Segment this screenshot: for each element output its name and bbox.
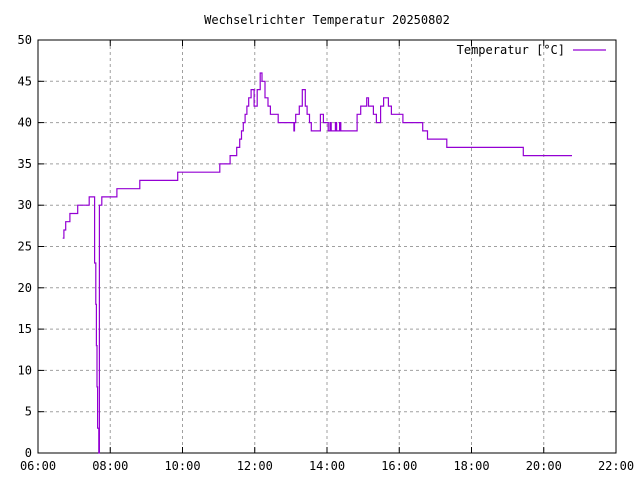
y-tick-label: 40 — [18, 116, 32, 130]
legend: Temperatur [°C] — [457, 43, 606, 57]
y-tick-label: 15 — [18, 322, 32, 336]
y-tick-label: 35 — [18, 157, 32, 171]
grid — [38, 40, 616, 453]
y-tick-label: 5 — [25, 405, 32, 419]
y-tick-label: 20 — [18, 281, 32, 295]
x-tick-label: 18:00 — [453, 459, 489, 473]
y-tick-label: 25 — [18, 240, 32, 254]
y-tick-label: 50 — [18, 33, 32, 47]
y-tick-label: 30 — [18, 198, 32, 212]
y-tick-label: 45 — [18, 74, 32, 88]
x-tick-label: 16:00 — [381, 459, 417, 473]
x-tick-label: 14:00 — [309, 459, 345, 473]
x-tick-label: 10:00 — [164, 459, 200, 473]
x-tick-label: 20:00 — [526, 459, 562, 473]
ticks: 0 5 10 15 20 25 30 35 40 45 50 06:00 08:00 10:00 12:00… — [18, 33, 635, 473]
series-line — [62, 72, 572, 454]
y-tick-label: 10 — [18, 363, 32, 377]
chart-title: Wechselrichter Temperatur 20250802 — [204, 13, 450, 27]
x-tick-label: 08:00 — [92, 459, 128, 473]
x-tick-label: 12:00 — [237, 459, 273, 473]
legend-label: Temperatur [°C] — [457, 43, 565, 57]
y-tick-label: 0 — [25, 446, 32, 460]
x-tick-label: 06:00 — [20, 459, 56, 473]
plot-border — [37, 39, 617, 454]
x-tick-label: 22:00 — [598, 459, 634, 473]
